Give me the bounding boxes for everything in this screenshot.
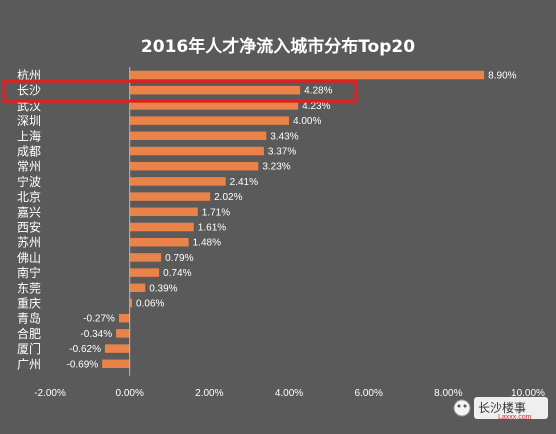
category-label: 重庆 xyxy=(17,297,41,311)
bar-9 xyxy=(129,192,211,201)
value-label: -0.27% xyxy=(83,314,115,325)
value-label: 4.23% xyxy=(302,101,330,112)
category-label: 嘉兴 xyxy=(17,205,41,219)
x-tick-label: 10.00% xyxy=(511,388,545,399)
bar-15 xyxy=(129,283,146,293)
value-label: 8.90% xyxy=(488,71,516,82)
bar-18 xyxy=(116,329,130,338)
category-label: 广州 xyxy=(17,357,41,371)
bar-6 xyxy=(129,146,264,156)
value-label: 4.00% xyxy=(293,116,321,127)
bar-17 xyxy=(118,313,130,323)
category-label: 深圳 xyxy=(17,114,41,128)
category-label: 长沙 xyxy=(17,84,41,98)
category-label: 苏州 xyxy=(17,236,41,250)
category-label: 常州 xyxy=(17,160,41,174)
highlight-box xyxy=(2,79,358,103)
bar-2 xyxy=(129,85,301,95)
value-label: 4.28% xyxy=(304,86,332,97)
value-label: -0.69% xyxy=(66,359,98,370)
watermark-sub: Laxxx.com xyxy=(498,414,532,421)
wechat-icon xyxy=(453,399,471,417)
value-label: 1.61% xyxy=(198,223,226,234)
watermark-text: 长沙楼事 xyxy=(478,400,526,415)
category-label: 南宁 xyxy=(17,265,41,280)
category-label: 厦门 xyxy=(17,341,41,356)
bar-13 xyxy=(129,253,162,262)
value-label: -0.34% xyxy=(80,329,112,340)
value-label: 2.02% xyxy=(214,192,242,203)
category-label: 西安 xyxy=(17,220,41,235)
value-label: 3.23% xyxy=(262,162,290,173)
x-tick-label: 0.00% xyxy=(115,388,143,399)
bar-5 xyxy=(129,131,267,141)
value-label: 0.06% xyxy=(136,299,164,310)
value-label: -0.62% xyxy=(69,344,101,355)
bar-16 xyxy=(129,298,133,308)
watermark-bg xyxy=(474,397,548,419)
bars-layer xyxy=(102,70,485,369)
value-label: 0.79% xyxy=(165,253,193,264)
category-label: 杭州 xyxy=(17,68,41,83)
bar-8 xyxy=(129,177,226,186)
category-label: 佛山 xyxy=(17,251,41,265)
x-tick-label: 8.00% xyxy=(434,388,462,399)
bar-7 xyxy=(129,161,259,171)
category-label: 成都 xyxy=(17,145,41,159)
bar-1 xyxy=(129,70,485,80)
wechat-icon-eye xyxy=(463,404,467,408)
labels-layer: 杭州 8.90%长沙 4.28%武汉 4.23%深圳 4.00%上海 3.43%成都 3.3… xyxy=(17,68,517,372)
wechat-icon-eye xyxy=(457,404,461,408)
value-label: 0.39% xyxy=(149,283,177,294)
bar-12 xyxy=(129,237,189,247)
x-tick-label: -2.00% xyxy=(34,388,66,399)
bar-19 xyxy=(104,344,130,353)
x-tick-label: 6.00% xyxy=(354,388,382,399)
bar-14 xyxy=(129,268,160,277)
value-label: 3.43% xyxy=(270,131,298,142)
category-label: 宁波 xyxy=(17,174,41,189)
bar-20 xyxy=(102,359,130,369)
bar-4 xyxy=(129,116,289,125)
category-label: 东莞 xyxy=(17,281,41,295)
x-tick-label: 2.00% xyxy=(195,388,223,399)
bar-10 xyxy=(129,207,198,217)
bar-11 xyxy=(129,222,194,232)
category-label: 青岛 xyxy=(17,311,41,326)
category-label: 上海 xyxy=(17,128,41,143)
value-label: 2.41% xyxy=(230,177,258,188)
chart-title: 2016年人才净流入城市分布Top20 xyxy=(141,36,415,57)
axis-layer: -2.00% 0.00% 2.00% 4.00% 6.00% 8.00% 10.00% xyxy=(34,67,545,399)
x-tick-label: 4.00% xyxy=(275,388,303,399)
bar-3 xyxy=(129,101,299,110)
category-label: 北京 xyxy=(17,190,41,204)
value-label: 0.74% xyxy=(163,268,191,279)
value-label: 3.37% xyxy=(268,147,296,158)
watermark: 长沙楼事 Laxxx.com xyxy=(453,397,548,421)
value-label: 1.71% xyxy=(202,207,230,218)
category-label: 合肥 xyxy=(17,326,41,341)
value-label: 1.48% xyxy=(193,238,221,249)
